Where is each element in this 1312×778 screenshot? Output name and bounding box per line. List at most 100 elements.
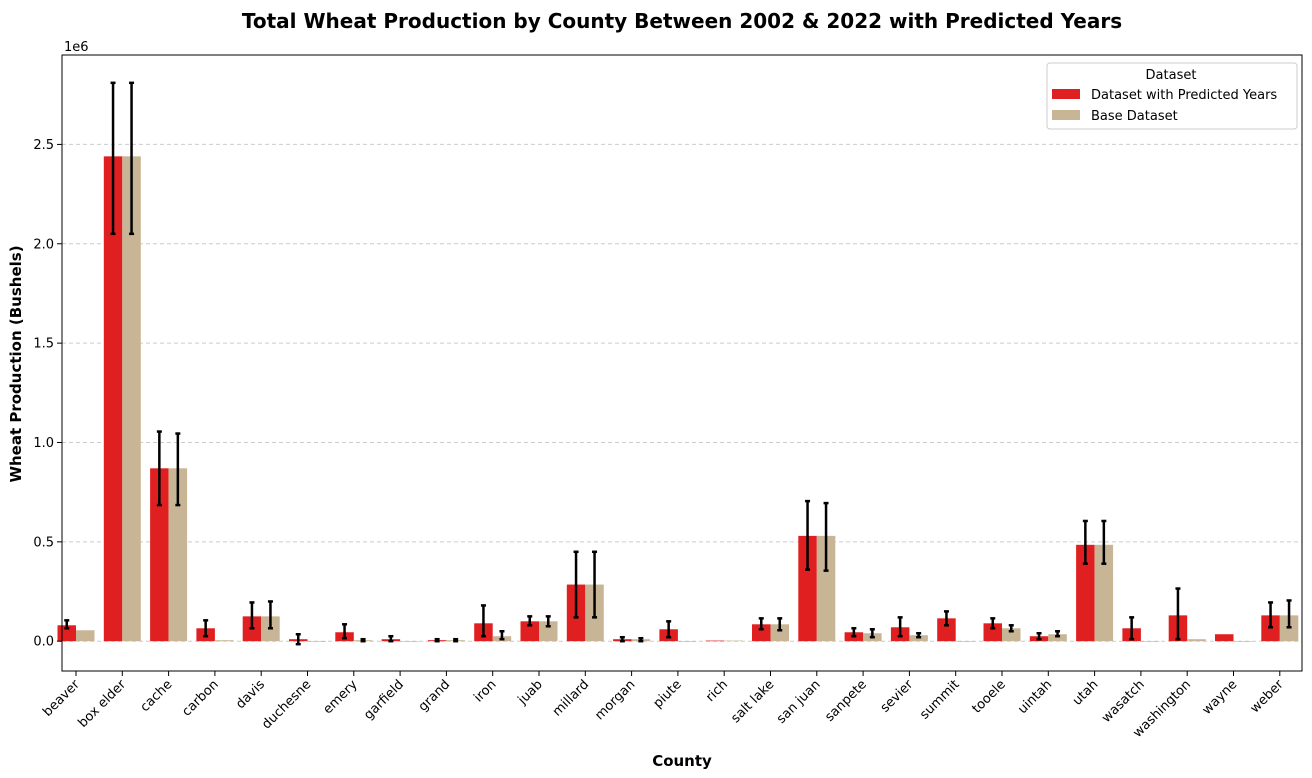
- y-tick-label: 1.5: [33, 337, 54, 352]
- error-bar: [851, 627, 857, 638]
- bar: [150, 468, 169, 642]
- error-bars: [64, 81, 1292, 646]
- error-bar: [1101, 519, 1107, 565]
- error-bar: [1129, 616, 1135, 641]
- error-bar: [156, 430, 162, 507]
- bar: [1076, 544, 1095, 642]
- bar: [1094, 544, 1114, 642]
- y-scale-label: 1e6: [64, 40, 89, 55]
- y-tick-label: 2.5: [33, 138, 54, 153]
- error-bar: [916, 631, 922, 639]
- error-bar: [1055, 630, 1061, 638]
- legend-swatch-predicted: [1052, 89, 1080, 99]
- x-tick-label: piute: [651, 677, 685, 711]
- error-bar: [943, 610, 949, 627]
- error-bar: [64, 619, 70, 630]
- error-bar: [897, 616, 903, 638]
- x-tick-label: sanpete: [822, 677, 870, 725]
- error-bar: [175, 432, 181, 507]
- error-bar: [388, 634, 394, 643]
- error-bar: [545, 615, 551, 628]
- error-bar: [1082, 519, 1088, 565]
- error-bar: [267, 600, 273, 630]
- bar: [677, 641, 697, 642]
- bar: [1140, 641, 1160, 642]
- error-bar: [805, 499, 811, 571]
- x-tick-label: weber: [1248, 677, 1288, 717]
- bar: [400, 641, 419, 642]
- bar: [937, 618, 956, 642]
- y-tick-label: 0.5: [33, 535, 54, 550]
- legend-box: [1046, 62, 1298, 130]
- error-bar: [110, 81, 116, 236]
- bars: [57, 156, 1299, 642]
- x-tick-label: san juan: [774, 677, 824, 727]
- error-bar: [249, 601, 255, 630]
- x-tick-label: millard: [550, 677, 592, 719]
- bar: [816, 535, 836, 642]
- bar: [983, 623, 1002, 642]
- y-axis-label: Wheat Production (Bushels): [7, 245, 25, 482]
- error-bar: [758, 617, 764, 631]
- bar: [955, 641, 975, 642]
- error-bar: [666, 620, 672, 639]
- x-axis-label: County: [652, 752, 712, 770]
- bar: [724, 640, 743, 642]
- bar: [168, 468, 188, 642]
- bar: [103, 156, 123, 642]
- x-tick-label: wayne: [1200, 677, 1241, 718]
- bar: [520, 621, 539, 642]
- legend-label-base: Base Dataset: [1091, 109, 1178, 124]
- bar: [1233, 641, 1252, 642]
- x-tick-label: juab: [515, 677, 546, 708]
- error-bar: [777, 617, 783, 632]
- bar: [307, 641, 326, 642]
- x-tick-label: cache: [138, 677, 176, 715]
- chart-title: Total Wheat Production by County Between…: [242, 9, 1122, 33]
- legend-swatch-base: [1052, 110, 1080, 120]
- x-tick-label: sevier: [878, 677, 917, 716]
- legend: Dataset Dataset with Predicted Years Bas…: [1046, 62, 1298, 130]
- y-tick-label: 1.0: [33, 436, 54, 451]
- plot-frame: [61, 54, 1303, 672]
- x-tick-label: emery: [321, 677, 361, 717]
- error-bar: [295, 632, 301, 646]
- bar: [752, 624, 771, 642]
- error-bar: [1175, 587, 1181, 641]
- error-bar: [1008, 624, 1014, 633]
- x-tick-label: duchesne: [259, 677, 314, 732]
- x-tick-label: grand: [416, 677, 454, 715]
- bar: [770, 624, 789, 642]
- x-tick-label: morgan: [592, 677, 638, 723]
- error-bar: [823, 501, 829, 572]
- error-bar: [360, 637, 366, 643]
- bar: [214, 640, 234, 642]
- error-bar: [453, 637, 459, 643]
- x-tick-label: tooele: [969, 677, 1008, 716]
- y-tick-label: 0.0: [33, 635, 54, 650]
- error-bar: [203, 619, 209, 638]
- x-tick-label: iron: [471, 677, 499, 705]
- legend-title: Dataset: [1146, 68, 1197, 83]
- x-tick-label: garfield: [361, 677, 407, 723]
- error-bar: [619, 635, 625, 643]
- bar: [1048, 634, 1067, 642]
- bar: [76, 630, 95, 642]
- error-bar: [869, 628, 875, 639]
- error-bar: [434, 637, 440, 643]
- error-bar: [342, 623, 348, 640]
- error-bar: [1268, 601, 1274, 629]
- x-tick-label: wasatch: [1099, 677, 1148, 726]
- error-bar: [1036, 631, 1042, 641]
- y-tick-label: 2.0: [33, 237, 54, 252]
- bar: [122, 156, 141, 642]
- error-bar: [592, 550, 598, 619]
- x-tick-label: beaver: [40, 677, 83, 720]
- error-bar: [499, 630, 505, 641]
- error-bar: [573, 550, 579, 619]
- legend-label-predicted: Dataset with Predicted Years: [1091, 88, 1277, 103]
- x-tick-label: davis: [233, 677, 268, 712]
- bar: [798, 535, 817, 642]
- bar: [1215, 634, 1234, 642]
